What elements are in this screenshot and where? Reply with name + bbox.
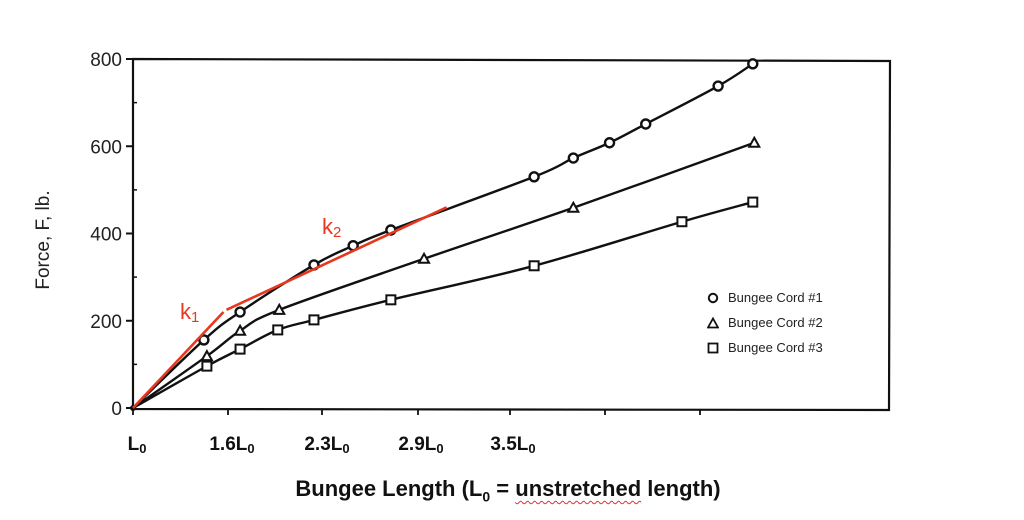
circle-marker — [198, 334, 210, 346]
x-tick-label: 2.3L0 — [304, 434, 349, 456]
triangle-marker-icon — [706, 316, 720, 330]
square-marker — [234, 343, 246, 355]
triangle-marker — [417, 251, 431, 264]
circle-marker — [234, 306, 246, 318]
x-tick-label: L0 — [128, 434, 147, 456]
y-tick-label: 400 — [90, 225, 122, 246]
k2-label: k2 — [322, 214, 341, 241]
legend-item-cord-3: Bungee Cord #3 — [706, 335, 823, 360]
triangle-marker — [566, 200, 581, 213]
y-tick-label: 800 — [90, 50, 122, 71]
triangle-marker — [200, 349, 214, 362]
y-axis-title: Force, F, lb. — [24, 150, 64, 330]
square-marker — [747, 196, 759, 208]
spellcheck-underlined-word: unstretched — [515, 476, 642, 501]
plot-frame — [131, 57, 892, 412]
square-marker — [201, 360, 213, 372]
y-tick-label: 200 — [90, 312, 122, 333]
circle-marker — [712, 80, 724, 92]
circle-marker — [567, 152, 580, 164]
square-marker-icon — [706, 341, 720, 355]
square-marker — [308, 314, 320, 326]
x-tick-label: 2.9L0 — [398, 434, 443, 456]
triangle-marker — [747, 135, 761, 148]
x-tick-label: 3.5L0 — [490, 434, 535, 456]
legend-item-cord-1: Bungee Cord #1 — [706, 285, 823, 310]
triangle-marker — [233, 323, 247, 336]
k1-tangent-line — [132, 311, 225, 409]
square-marker — [528, 260, 540, 272]
y-tick-label: 600 — [90, 137, 122, 158]
x-axis-title: Bungee Length (L0 = unstretched length) — [295, 476, 721, 505]
y-axis: 0 200 400 600 800 — [90, 50, 137, 420]
annotations: k1 k2 — [132, 206, 448, 409]
square-marker — [676, 216, 688, 228]
data-series — [130, 58, 761, 411]
circle-marker — [747, 58, 759, 70]
triangle-marker — [272, 302, 286, 315]
k1-label: k1 — [180, 299, 199, 326]
y-axis-title-text: Force, F, lb. — [33, 190, 54, 290]
circle-marker — [528, 171, 540, 183]
square-marker — [385, 294, 397, 306]
series-line-cord-3 — [132, 200, 754, 410]
k2-tangent-line — [225, 206, 448, 312]
legend: Bungee Cord #1 Bungee Cord #2 Bungee Cor… — [706, 285, 823, 360]
circle-marker — [640, 118, 652, 130]
x-axis: L0 1.6L0 2.3L0 2.9L0 3.5L0 — [128, 409, 701, 456]
series-line-cord-2 — [132, 141, 755, 409]
x-tick-label: 1.6L0 — [209, 434, 254, 456]
legend-item-cord-2: Bungee Cord #2 — [706, 310, 823, 335]
y-tick-label: 0 — [111, 399, 122, 420]
circle-marker — [603, 137, 616, 149]
circle-marker-icon — [706, 291, 720, 305]
square-marker — [272, 324, 284, 336]
